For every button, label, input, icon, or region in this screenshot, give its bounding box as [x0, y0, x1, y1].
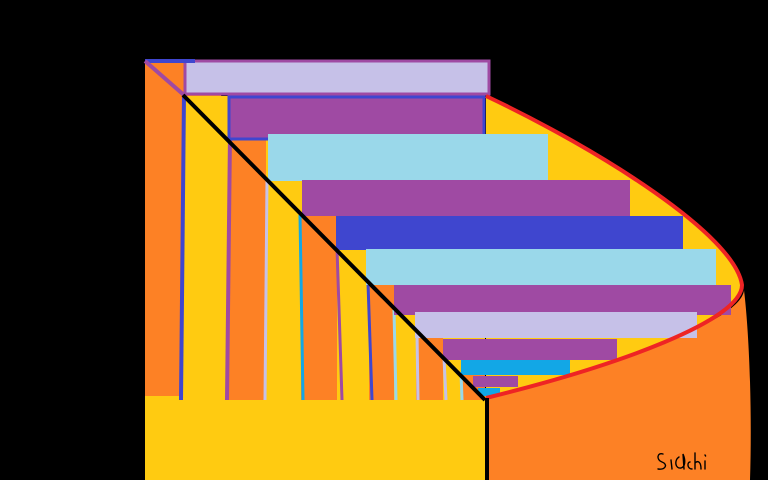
stripe-orange-2: [229, 140, 266, 400]
bar-lavender-8: [415, 312, 697, 338]
bar-royalblue-5: [336, 216, 683, 250]
stripe-edge-purple-2: [225, 134, 232, 401]
stripe-orange-1: [183, 100, 229, 400]
bar-lightblue-3: [268, 134, 548, 181]
bar-purple-11: [473, 376, 518, 387]
bar-lightblue-6: [366, 249, 716, 285]
stripe-edge-lavender-8: [415, 332, 420, 401]
bar-skyblue-10: [461, 360, 570, 375]
stripe-edge-blue-6: [366, 282, 374, 401]
black-diagonal-line: [181, 93, 487, 402]
bar-purple-7: [394, 285, 731, 315]
red-curve-outline: [485, 94, 745, 400]
bar-purple-4: [302, 180, 630, 216]
horizontal-bars: [183, 59, 731, 396]
stripe-edge-lightblue-7: [392, 309, 398, 401]
vertical-stripes: [179, 94, 485, 401]
signature-scribble: [657, 452, 707, 470]
artist-signature: [657, 452, 707, 470]
stripe-yellow-3: [266, 180, 301, 400]
stripe-yellow-7: [394, 310, 416, 400]
bar-purple-9: [443, 339, 617, 360]
bar-skyblue-12: [478, 388, 500, 396]
stripe-edge-blue-1: [179, 94, 186, 401]
bar-purple-2: [227, 95, 486, 141]
yellow-base-block: [145, 396, 488, 480]
stripe-edge-skyblue-4: [298, 214, 305, 401]
bar-lavender-1: [183, 59, 491, 96]
stripe-edge-lavender-9: [442, 357, 448, 401]
stripe-edge-lavender-3: [263, 179, 269, 401]
stripe-edge-purple-5: [335, 247, 344, 401]
top-accent-purple-line: [143, 59, 187, 98]
